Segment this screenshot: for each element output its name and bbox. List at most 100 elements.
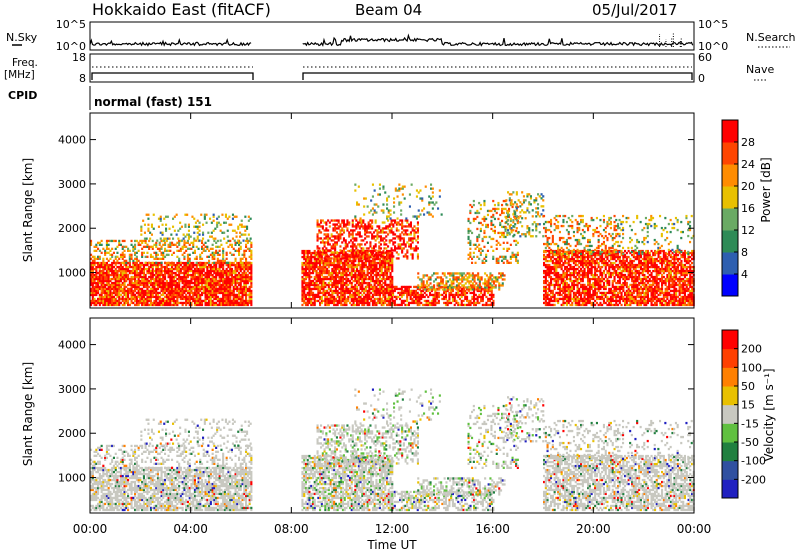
power-cell	[215, 287, 218, 291]
power-cell	[384, 261, 387, 265]
power-cell	[501, 233, 504, 237]
power-cell	[310, 261, 313, 265]
power-cell	[204, 261, 207, 265]
power-cell	[185, 273, 188, 277]
power-cell	[375, 203, 378, 206]
power-cell	[368, 285, 371, 289]
power-cell	[194, 239, 197, 242]
power-cell	[317, 283, 320, 287]
power-cell	[469, 211, 472, 215]
power-cell	[386, 283, 389, 287]
power-cell	[132, 283, 135, 287]
power-cell	[312, 263, 315, 267]
power-cell	[220, 277, 223, 281]
power-cell	[239, 287, 242, 291]
power-cell	[230, 281, 233, 285]
power-cell	[391, 257, 394, 261]
power-cell	[323, 233, 326, 236]
power-cell	[248, 299, 251, 303]
power-cell	[209, 277, 212, 281]
power-cell	[156, 247, 159, 250]
power-cell	[109, 299, 112, 303]
power-cell	[364, 265, 367, 269]
power-cell	[211, 269, 214, 273]
power-cell	[324, 261, 327, 265]
power-cell	[437, 291, 440, 295]
power-cell	[218, 245, 221, 248]
power-cell	[306, 291, 309, 295]
power-cell	[336, 259, 339, 263]
power-cell	[322, 299, 325, 303]
power-cell	[401, 251, 404, 254]
power-cell	[193, 283, 196, 287]
power-cell	[447, 288, 450, 291]
power-cell	[183, 241, 186, 244]
power-cell	[420, 297, 423, 301]
power-cell	[303, 289, 306, 293]
power-cell	[404, 291, 407, 295]
power-cell	[218, 297, 221, 301]
power-cell	[222, 251, 225, 254]
power-cell	[165, 299, 168, 303]
power-cell	[373, 203, 376, 206]
power-cell	[357, 261, 360, 265]
power-cell	[100, 275, 103, 279]
power-cell	[364, 281, 367, 285]
power-cell	[116, 277, 119, 281]
power-cell	[469, 203, 472, 207]
power-cell	[340, 277, 343, 281]
power-cell	[397, 237, 400, 240]
power-cell	[171, 287, 174, 291]
power-cell	[155, 301, 158, 305]
power-cell	[90, 299, 93, 303]
power-cell	[193, 249, 196, 252]
power-cell	[361, 269, 364, 273]
power-cell	[104, 301, 107, 305]
power-cell	[359, 275, 362, 279]
power-cell	[171, 279, 174, 283]
power-cell	[230, 275, 233, 279]
power-cell	[441, 297, 444, 301]
power-cell	[348, 231, 351, 234]
power-cell	[123, 291, 126, 295]
power-cell	[331, 291, 334, 295]
power-cell	[183, 251, 186, 254]
power-cell	[351, 243, 354, 246]
power-cell	[222, 253, 225, 256]
power-cell	[141, 289, 144, 293]
power-cell	[145, 237, 148, 240]
power-cell	[341, 281, 344, 285]
power-cell	[229, 295, 232, 299]
power-cell	[209, 247, 212, 250]
power-cell	[320, 287, 323, 291]
power-cell	[100, 263, 103, 267]
power-cell	[102, 303, 105, 307]
power-cell	[114, 239, 117, 243]
power-cell	[334, 247, 337, 250]
nsearch-label: N.Search	[746, 31, 796, 44]
power-cell	[105, 299, 108, 303]
power-cell	[392, 241, 395, 244]
power-cell	[384, 283, 387, 287]
power-cell	[479, 221, 482, 225]
power-cell	[98, 271, 101, 275]
power-cell	[352, 293, 355, 297]
power-cell	[417, 286, 420, 289]
power-cell	[211, 247, 214, 250]
power-cell	[387, 287, 390, 291]
power-cell	[90, 275, 93, 279]
power-cell	[440, 213, 443, 216]
power-cell	[334, 225, 337, 228]
power-cell	[443, 291, 446, 295]
power-cell	[178, 301, 181, 305]
power-cell	[473, 297, 476, 301]
power-cell	[378, 297, 381, 301]
power-cell	[495, 259, 498, 262]
power-cell	[437, 285, 440, 289]
power-cell	[236, 297, 239, 301]
power-cell	[496, 280, 499, 283]
power-cell	[451, 295, 454, 299]
power-cell	[337, 235, 340, 238]
power-cell	[316, 237, 319, 240]
power-cell	[102, 263, 105, 267]
